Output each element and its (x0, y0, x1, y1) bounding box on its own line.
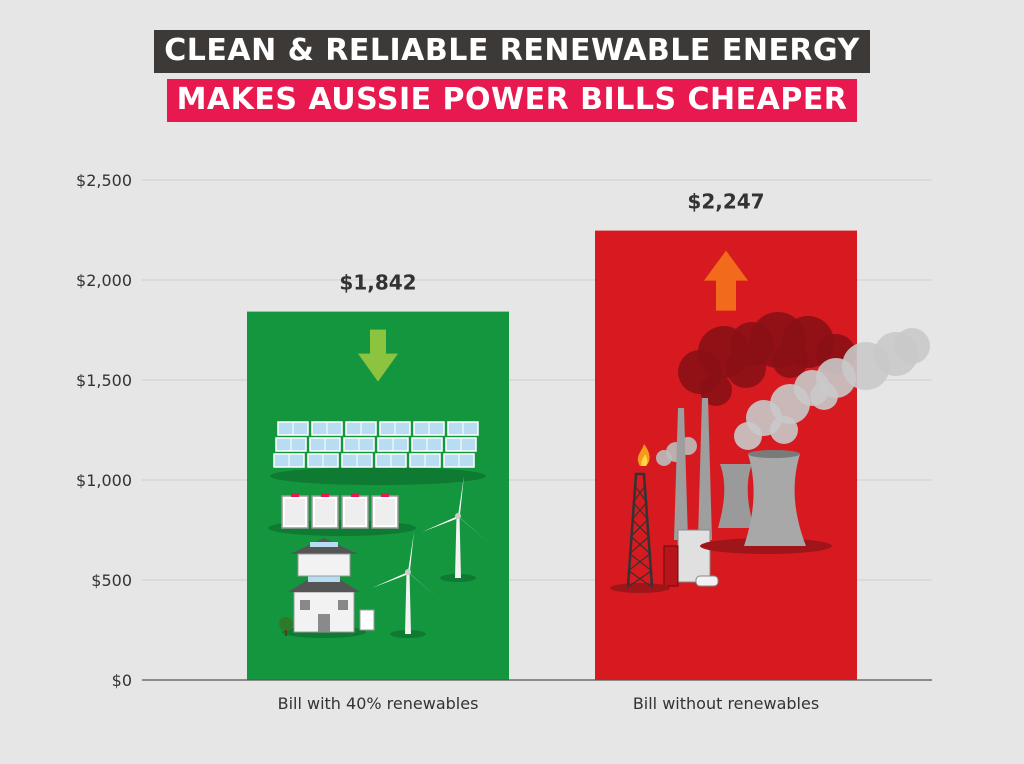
y-tick-label: $2,500 (76, 171, 132, 190)
wind-turbine-icon (422, 476, 488, 582)
cooling-tower-icon (700, 450, 832, 554)
title-line-2: MAKES AUSSIE POWER BILLS CHEAPER (166, 79, 858, 122)
bar-illustrations (268, 250, 930, 638)
value-label: $1,842 (339, 271, 416, 295)
title-line-1: CLEAN & RELIABLE RENEWABLE ENERGY (154, 30, 870, 73)
house-icon (279, 538, 375, 638)
y-tick-label: $500 (91, 571, 132, 590)
category-label: Bill without renewables (633, 694, 819, 713)
smoke-icon (656, 312, 930, 466)
oil-derrick-icon (610, 444, 670, 593)
chart-title: CLEAN & RELIABLE RENEWABLE ENERGY MAKES … (0, 30, 1024, 122)
battery-icon (268, 493, 416, 536)
category-labels: Bill with 40% renewables Bill without ren… (278, 694, 820, 713)
solar-panel-icon (270, 421, 486, 485)
y-tick-label: $2,000 (76, 271, 132, 290)
y-axis-ticks: $0 $500 $1,000 $1,500 $2,000 $2,500 (76, 171, 132, 690)
y-tick-label: $1,500 (76, 371, 132, 390)
y-tick-label: $1,000 (76, 471, 132, 490)
wind-turbine-icon (372, 532, 438, 638)
category-label: Bill with 40% renewables (278, 694, 479, 713)
value-labels: $1,842 $2,247 (339, 190, 764, 295)
value-label: $2,247 (687, 190, 764, 214)
y-tick-label: $0 (112, 671, 132, 690)
smokestack-icon (663, 398, 719, 587)
down-arrow-icon (358, 329, 398, 382)
up-arrow-icon (704, 250, 748, 311)
